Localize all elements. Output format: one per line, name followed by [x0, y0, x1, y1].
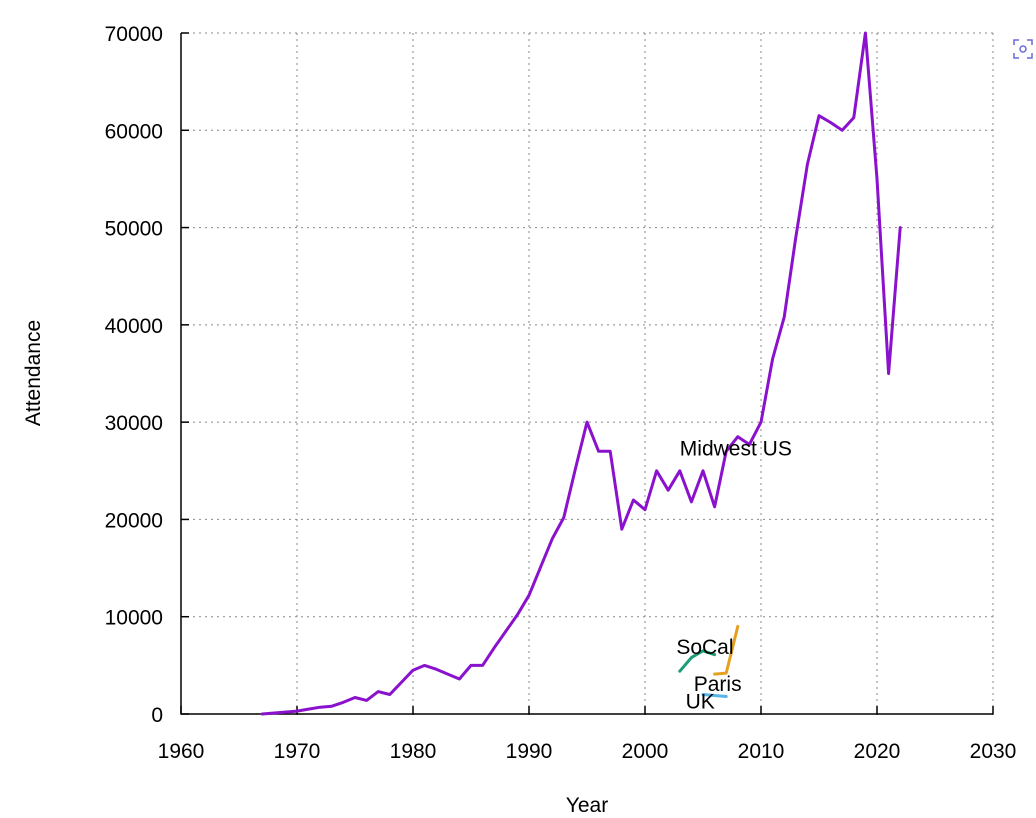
series-line-midwest-us — [260, 31, 902, 716]
series-label: Midwest US — [680, 437, 792, 460]
y-tick-label: 50000 — [105, 218, 163, 241]
grid — [181, 32, 994, 714]
series-label: Paris — [694, 673, 742, 696]
x-axis-title: Year — [566, 794, 608, 817]
y-tick-label: 20000 — [105, 509, 163, 532]
x-tick-label: 1960 — [158, 740, 205, 763]
axes — [180, 32, 994, 715]
y-tick-label: 10000 — [105, 607, 163, 630]
y-axis-title: Attendance — [22, 320, 45, 426]
x-tick-label: 2020 — [854, 740, 901, 763]
series-line-paris — [713, 624, 740, 676]
series-line-socal — [678, 649, 717, 673]
y-tick-label: 60000 — [105, 120, 163, 143]
focus-target-icon[interactable] — [1012, 38, 1034, 60]
x-tick-label: 1980 — [390, 740, 437, 763]
y-tick-label: 40000 — [105, 315, 163, 338]
x-tick-label: 1970 — [274, 740, 321, 763]
x-tick-label: 2030 — [970, 740, 1017, 763]
series-label: UK — [686, 690, 715, 713]
series-line-uk — [701, 693, 728, 698]
tick-labels: 1960 1970 1980 1990 2000 2010 2020 2030 0 10000 20… — [105, 23, 1017, 763]
x-tick-label: 2000 — [622, 740, 669, 763]
y-tick-label: 0 — [151, 704, 163, 727]
x-tick-label: 1990 — [506, 740, 553, 763]
y-tick-label: 70000 — [105, 23, 163, 46]
series-label: SoCal — [676, 636, 733, 659]
series-lines — [260, 31, 902, 716]
y-tick-label: 30000 — [105, 412, 163, 435]
x-tick-label: 2010 — [738, 740, 785, 763]
